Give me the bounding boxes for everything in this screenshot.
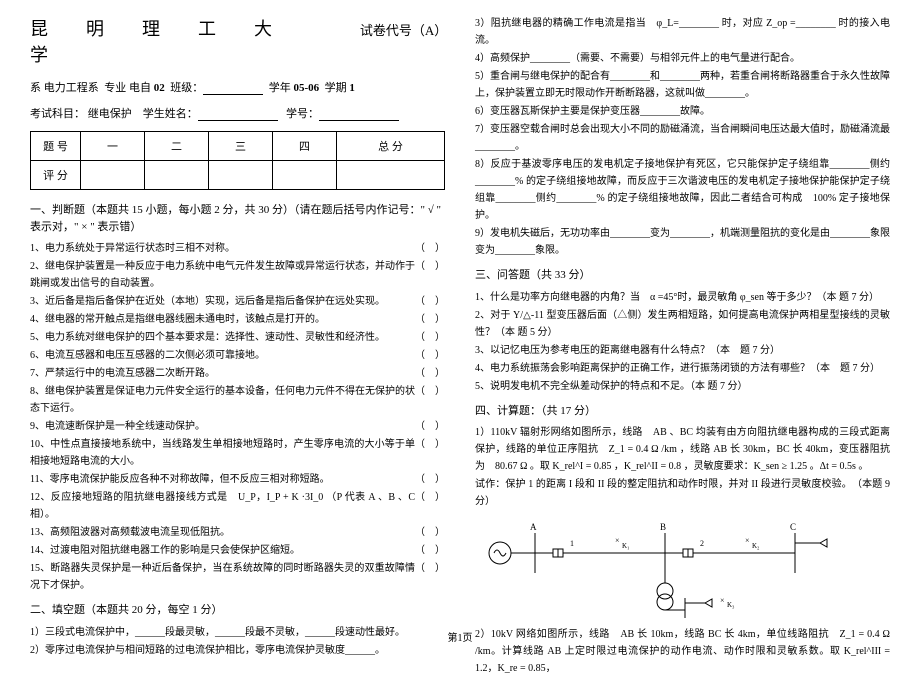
row1-label: 题 号 <box>31 132 81 161</box>
s1-q7: 7、严禁运行中的电流互感器二次断开路。（ ） <box>30 365 445 382</box>
page-number: 第1页 <box>448 629 473 644</box>
section4-title: 四、计算题：（共 17 分） <box>475 403 890 420</box>
section2-title: 二、填空题（本题共 20 分，每空 1 分） <box>30 602 445 619</box>
s2-q1: 1）三段式电流保护中，______段最灵敏，______段最不灵敏，______… <box>30 624 445 641</box>
svg-text:C: C <box>790 522 796 532</box>
s4-q2: 2）10kV 网络如图所示，线路 AB 长 10km，线路 BC 长 4km，单… <box>475 626 890 677</box>
exam-code: 试卷代号（A） <box>360 20 445 39</box>
col-4: 四 <box>273 132 337 161</box>
col-total: 总 分 <box>337 132 445 161</box>
svg-text:×: × <box>745 536 750 545</box>
s4-q1a: 1）110kV 辐射形网络如图所示，线路 AB 、BC 均装有由方向阻抗继电器构… <box>475 424 890 475</box>
svg-text:2: 2 <box>700 539 704 548</box>
dept-line: 系 电力工程系 专业 电自 02 班级： 学年 05-06 学期 1 <box>30 79 445 95</box>
rf-5: 5）重合闸与继电保护的配合有________和________两种，若重合闸将断… <box>475 68 890 102</box>
s1-q11: 11、零序电流保护能反应各种不对称故障，但不反应三相对称短路。（ ） <box>30 471 445 488</box>
svg-text:K₂: K₂ <box>752 542 760 550</box>
header: 昆 明 理 工 大 学 试卷代号（A） <box>30 15 445 67</box>
s3-q5: 5、说明发电机不完全纵差动保护的特点和不足。（本 题 7 分） <box>475 378 890 395</box>
subject-line: 考试科目： 继电保护 学生姓名： 学号： <box>30 105 445 121</box>
svg-text:A: A <box>530 522 537 532</box>
id-label: 学号： <box>286 108 319 120</box>
s1-q14: 14、过渡电阻对阻抗继电器工作的影响是只会使保护区缩短。（ ） <box>30 542 445 559</box>
name-label: 学生姓名： <box>143 108 198 120</box>
rf-3: 3）阻抗继电器的精确工作电流是指当 φ_L=________ 时，对应 Z_op… <box>475 15 890 49</box>
right-column: 3）阻抗继电器的精确工作电流是指当 φ_L=________ 时，对应 Z_op… <box>460 15 900 644</box>
svg-text:K₁: K₁ <box>622 542 630 550</box>
s1-q12: 12、反应接地短路的阻抗继电器接线方式是 U_P，I_P + K ·3I_0 （… <box>30 489 445 523</box>
university-name: 昆 明 理 工 大 学 <box>30 15 330 67</box>
col-2: 二 <box>145 132 209 161</box>
s4-q1b: 试作：保护 1 的距离 I 段和 II 段的整定阻抗和动作时限，并对 II 段进… <box>475 476 890 510</box>
s1-q15: 15、断路器失灵保护是一种近后备保护，当在系统故障的同时断路器失灵的双重故障情况… <box>30 560 445 594</box>
s1-q6: 6、电流互感器和电压互感器的二次侧必须可靠接地。（ ） <box>30 347 445 364</box>
rf-4: 4）高频保护________（需要、不需要）与相邻元件上的电气量进行配合。 <box>475 50 890 67</box>
s1-q4: 4、继电器的常开触点是指继电器线圈未通电时，该触点是打开的。（ ） <box>30 311 445 328</box>
s3-q1: 1、什么是功率方向继电器的内角？当 α =45°时，最灵敏角 φ_sen 等于多… <box>475 289 890 306</box>
subject-name: 继电保护 <box>88 108 132 120</box>
s3-q2: 2、对于 Y/△-11 型变压器后面（△侧）发生两相短路，如何提高电流保护两相星… <box>475 307 890 341</box>
s1-q13: 13、高频阻波器对高频载波电流呈现低阻抗。（ ） <box>30 524 445 541</box>
s2-q2: 2）零序过电流保护与相间短路的过电流保护相比，零序电流保护灵敏度______。 <box>30 642 445 659</box>
s1-q9: 9、电流速断保护是一种全线速动保护。（ ） <box>30 418 445 435</box>
col-3: 三 <box>209 132 273 161</box>
rf-7: 7）变压器空载合闸时总会出现大小不同的励磁涌流，当合闸瞬间电压达最大值时，励磁涌… <box>475 121 890 155</box>
s1-q1: 1、电力系统处于异常运行状态时三相不对称。（ ） <box>30 240 445 257</box>
s3-q3: 3、以记忆电压为参考电压的距离继电器有什么特点？（本 题 7 分） <box>475 342 890 359</box>
row2-label: 评 分 <box>31 161 81 190</box>
s3-q4: 4、电力系统振荡会影响距离保护的正确工作，进行振荡闭锁的方法有哪些？（本 题 7… <box>475 360 890 377</box>
col-1: 一 <box>81 132 145 161</box>
rf-6: 6）变压器瓦斯保护主要是保护变压器________故障。 <box>475 103 890 120</box>
rf-9: 9）发电机失磁后，无功功率由________变为________，机端测量阻抗的… <box>475 225 890 259</box>
score-table: 题 号 一 二 三 四 总 分 评 分 <box>30 131 445 190</box>
s1-q10: 10、中性点直接接地系统中，当线路发生单相接地短路时，产生零序电流的大小等于单相… <box>30 436 445 470</box>
section1-title: 一、判断题（本题共 15 小题，每小题 2 分，共 30 分）（请在题后括号内作… <box>30 202 445 235</box>
left-column: 昆 明 理 工 大 学 试卷代号（A） 系 电力工程系 专业 电自 02 班级：… <box>20 15 460 644</box>
circuit-diagram: 1 ×K₁ 2 ×K₂ ×K₃ <box>475 518 890 618</box>
section3-title: 三、问答题（共 33 分） <box>475 267 890 284</box>
s1-q2: 2、继电保护装置是一种反应于电力系统中电气元件发生故障或异常运行状态，并动作于跳… <box>30 258 445 292</box>
rf-8: 8）反应于基波零序电压的发电机定子接地保护有死区，它只能保护定子绕组靠_____… <box>475 156 890 224</box>
s1-q5: 5、电力系统对继电保护的四个基本要求是：选择性、速动性、灵敏性和经济性。（ ） <box>30 329 445 346</box>
svg-text:B: B <box>660 522 666 532</box>
svg-text:1: 1 <box>570 539 574 548</box>
s1-q8: 8、继电保护装置是保证电力元件安全运行的基本设备，任何电力元件不得在无保护的状态… <box>30 383 445 417</box>
s1-q3: 3、近后备是指后备保护在近处（本地）实现，远后备是指后备保护在远处实现。（ ） <box>30 293 445 310</box>
svg-text:K₃: K₃ <box>727 601 735 609</box>
svg-text:×: × <box>720 596 725 605</box>
subject-prefix: 考试科目： <box>30 108 85 120</box>
svg-text:×: × <box>615 536 620 545</box>
